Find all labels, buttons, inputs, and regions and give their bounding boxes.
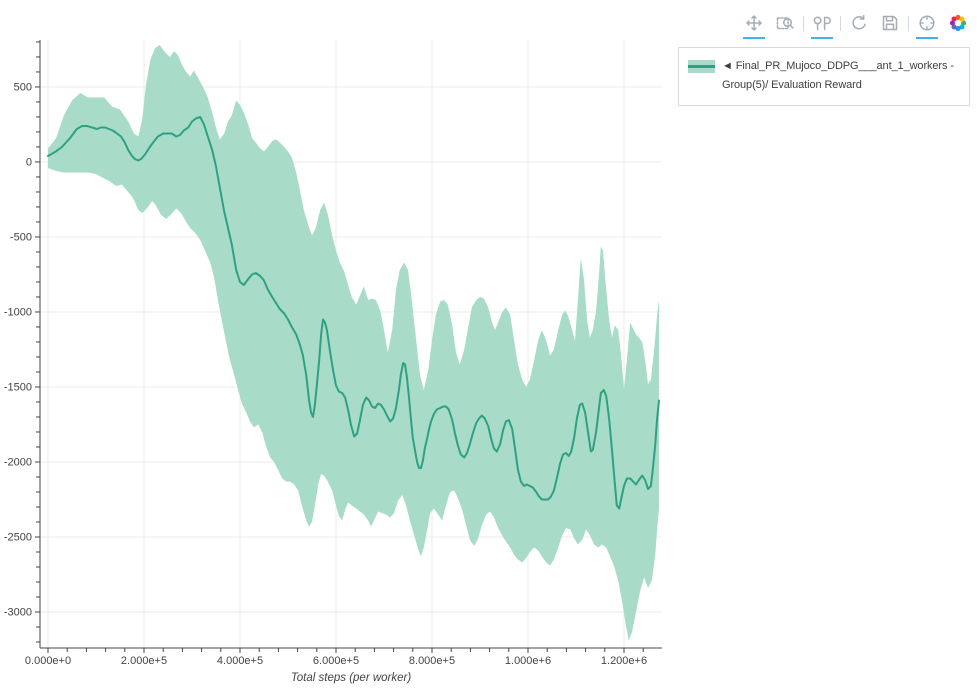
confidence-band [48, 45, 659, 641]
y-tick-label: -3000 [4, 606, 32, 618]
x-tick-label: 4.000e+5 [217, 655, 263, 667]
mean-line [47, 116, 660, 510]
x-tick-label: 2.000e+5 [121, 655, 167, 667]
legend-toggle-arrow-icon[interactable]: ◄ [722, 60, 733, 72]
x-tick-label: 6.000e+5 [313, 655, 359, 667]
logo-icon[interactable] [947, 12, 969, 39]
x-axis-title: Total steps (per worker) [291, 672, 412, 684]
modebar-separator [908, 16, 909, 31]
y-tick-label: 500 [14, 81, 32, 93]
x-tick-label: 1.000e+6 [505, 655, 551, 667]
save-icon[interactable] [879, 12, 901, 39]
y-tick-label: -1500 [4, 381, 32, 393]
x-tick-label: 8.000e+5 [409, 655, 455, 667]
legend-label: ◄ Final_PR_Mujoco_DDPG___ant_1_workers -… [722, 57, 959, 95]
hover-compare-icon[interactable] [811, 12, 833, 39]
x-tick-label: 1.200e+6 [601, 655, 647, 667]
plot-modebar [743, 12, 969, 39]
y-tick-label: 0 [26, 156, 32, 168]
modebar-separator [840, 16, 841, 31]
autoscale-icon[interactable] [916, 12, 938, 39]
zoom-area-icon[interactable] [774, 12, 796, 39]
legend-item[interactable]: ◄ Final_PR_Mujoco_DDPG___ant_1_workers -… [679, 48, 969, 105]
y-tick-label: -500 [10, 231, 32, 243]
legend-series-name: Final_PR_Mujoco_DDPG___ant_1_workers - G… [722, 60, 954, 91]
modebar-separator [803, 16, 804, 31]
legend-swatch [688, 60, 715, 73]
y-tick-label: -1000 [4, 306, 32, 318]
refresh-icon[interactable] [848, 12, 870, 39]
y-tick-label: -2000 [4, 456, 32, 468]
y-tick-label: -2500 [4, 531, 32, 543]
pan-icon[interactable] [743, 12, 765, 39]
x-tick-label: 0.000e+0 [25, 655, 71, 667]
legend-box: ◄ Final_PR_Mujoco_DDPG___ant_1_workers -… [678, 47, 970, 106]
